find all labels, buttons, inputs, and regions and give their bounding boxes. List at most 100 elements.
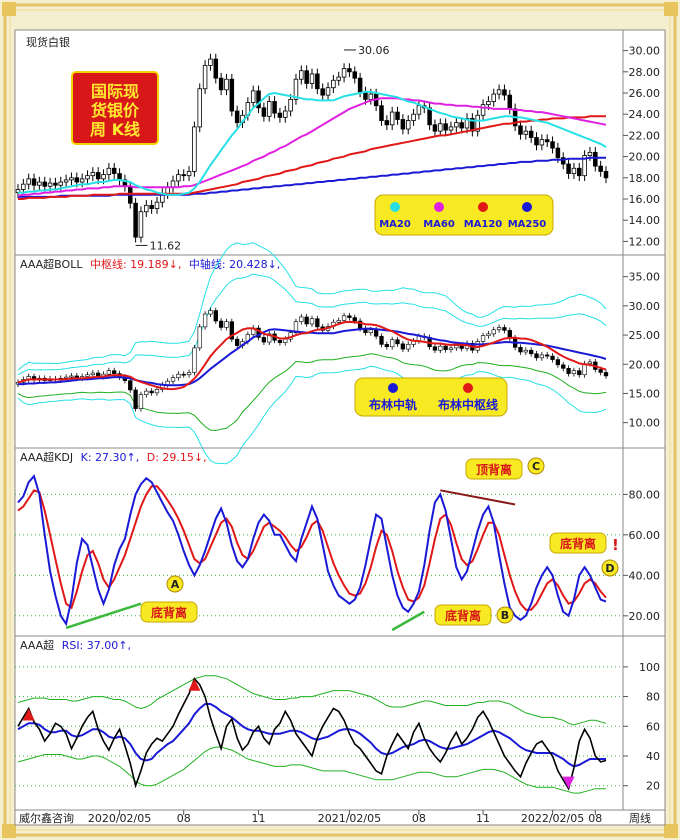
candle-body (53, 182, 58, 186)
candle-body (550, 141, 555, 149)
marker-circle (496, 606, 514, 624)
boll-candle-body (299, 316, 304, 322)
candle-body (74, 177, 80, 183)
marker-letter: A (171, 578, 180, 591)
boll-candle-body (603, 372, 609, 377)
boll-candle-body (534, 353, 539, 359)
rsi-extreme-triangle (188, 678, 201, 691)
candle-body (234, 110, 240, 124)
y-tick-label: 60.00 (629, 529, 661, 542)
boll-candle-body (261, 337, 267, 343)
candle-body (357, 77, 363, 93)
y-tick-label: 100 (639, 661, 660, 674)
ma-legend-box (374, 194, 554, 236)
legend-dot (478, 202, 488, 212)
candle-body (250, 90, 256, 103)
divergence-tag-label: 底背离 (151, 605, 187, 620)
x-tick-label: 2022/02/05 (521, 812, 584, 825)
candle-body (523, 130, 529, 135)
y-tick-label: 16.00 (629, 193, 661, 206)
candle-body (352, 71, 358, 79)
y-tick-label: 60 (646, 720, 660, 733)
candle-body (176, 174, 181, 182)
y-tick-label: 18.00 (629, 172, 661, 185)
boll-candle-body (480, 335, 486, 342)
svg-text:AAA超BOLL 中枢线: 19.189↓,: AAA超BOLL 中枢线: 19.189↓, 中轴线: 20.428↓, (20, 257, 280, 271)
footer-period: 周线 (629, 811, 651, 825)
boll-candle-body (293, 321, 299, 334)
y-tick-label: 10.00 (629, 417, 661, 430)
candle-body (304, 70, 309, 84)
candle-body (379, 105, 384, 121)
candle-body (464, 118, 470, 129)
rsi-readout: RSI: 37.00↑, (62, 639, 131, 652)
footer-source: 威尔鑫咨询 (19, 811, 74, 825)
y-tick-label: 15.00 (629, 387, 661, 400)
candle-body (90, 172, 96, 177)
boll-legend-label: 布林中枢线 (438, 397, 498, 412)
boll-candle-body (448, 347, 454, 350)
candle-body (389, 111, 395, 126)
rsi-extreme-triangle (562, 776, 575, 789)
boll-candle-body (106, 370, 112, 375)
kdj-grid (15, 493, 623, 617)
divergence-tag-box (434, 604, 492, 626)
y-tick-label: 25.00 (629, 329, 661, 342)
candle-body (272, 101, 277, 114)
candle-body (256, 90, 261, 109)
kdj-panel: AAA超KDJ K: 27.30↑, D: 29.15↓, 80.00 60.00… (15, 450, 661, 632)
candle-body (443, 123, 448, 131)
candle-body (341, 68, 347, 78)
candle-body (502, 89, 507, 96)
high-label: 30.06 (358, 44, 390, 57)
legend-dot (434, 202, 444, 212)
candle-body (69, 177, 74, 181)
divergence-line (440, 489, 516, 506)
title-box (71, 71, 159, 145)
boll-candle-body (587, 361, 593, 364)
candle-body (432, 124, 438, 132)
kdj-d-readout: D: 29.15↓, (147, 451, 207, 464)
candle-body (539, 139, 545, 146)
candle-body (480, 104, 486, 116)
boll-legend-dot (463, 383, 473, 393)
divergence-line (391, 610, 425, 632)
candle-body (400, 119, 406, 130)
y-tick-label: 22.00 (629, 129, 661, 142)
kdj-k-readout: K: 27.30↑, (81, 451, 140, 464)
kdj-indicator-label: AAA超KDJ (20, 450, 73, 464)
marker-circle (166, 575, 184, 593)
boll-panel: AAA超BOLL 中枢线: 19.189↓, 中轴线: 20.428↓, 35.… (15, 242, 661, 465)
divergence-tag-label: 底背离 (445, 608, 481, 623)
x-tick-label: 2021/02/05 (318, 812, 381, 825)
boll-candle-body (395, 339, 400, 345)
boll-candle-body (277, 340, 283, 343)
boll-pivot-line (17, 320, 607, 391)
boll-candle-body (218, 320, 224, 328)
boll-candle-body (133, 389, 138, 409)
legend-label: MA250 (508, 219, 547, 230)
candle-body (229, 78, 235, 112)
legend-label: MA60 (423, 219, 455, 230)
ma120-line (18, 115, 606, 200)
rsi-panel: AAA超 RSI: 37.00↑, 100 80 60 40 20 (15, 638, 660, 794)
boll-candle-body (539, 354, 545, 359)
boll-mid-readout: 中枢线: 19.189↓, (90, 257, 181, 271)
rsi-lower-band (17, 746, 606, 794)
candle-body (395, 111, 400, 120)
x-tick-label: 11 (252, 812, 266, 825)
candle-body (293, 78, 299, 100)
boll-lower-band-2 (17, 365, 607, 465)
candle-body (213, 58, 219, 79)
y-tick-label: 20.00 (629, 151, 661, 164)
candle-body (544, 139, 550, 143)
candle-body (336, 76, 341, 81)
kdj-y-axis: 80.00 60.00 40.00 20.00 (623, 488, 661, 623)
candle-body (405, 120, 411, 130)
x-tick-label: 08 (412, 812, 426, 825)
candle-body (582, 155, 587, 177)
candle-body (571, 167, 577, 174)
boll-candle-body (502, 327, 507, 331)
rsi-upper-band (17, 675, 607, 726)
candle-body (42, 181, 47, 187)
